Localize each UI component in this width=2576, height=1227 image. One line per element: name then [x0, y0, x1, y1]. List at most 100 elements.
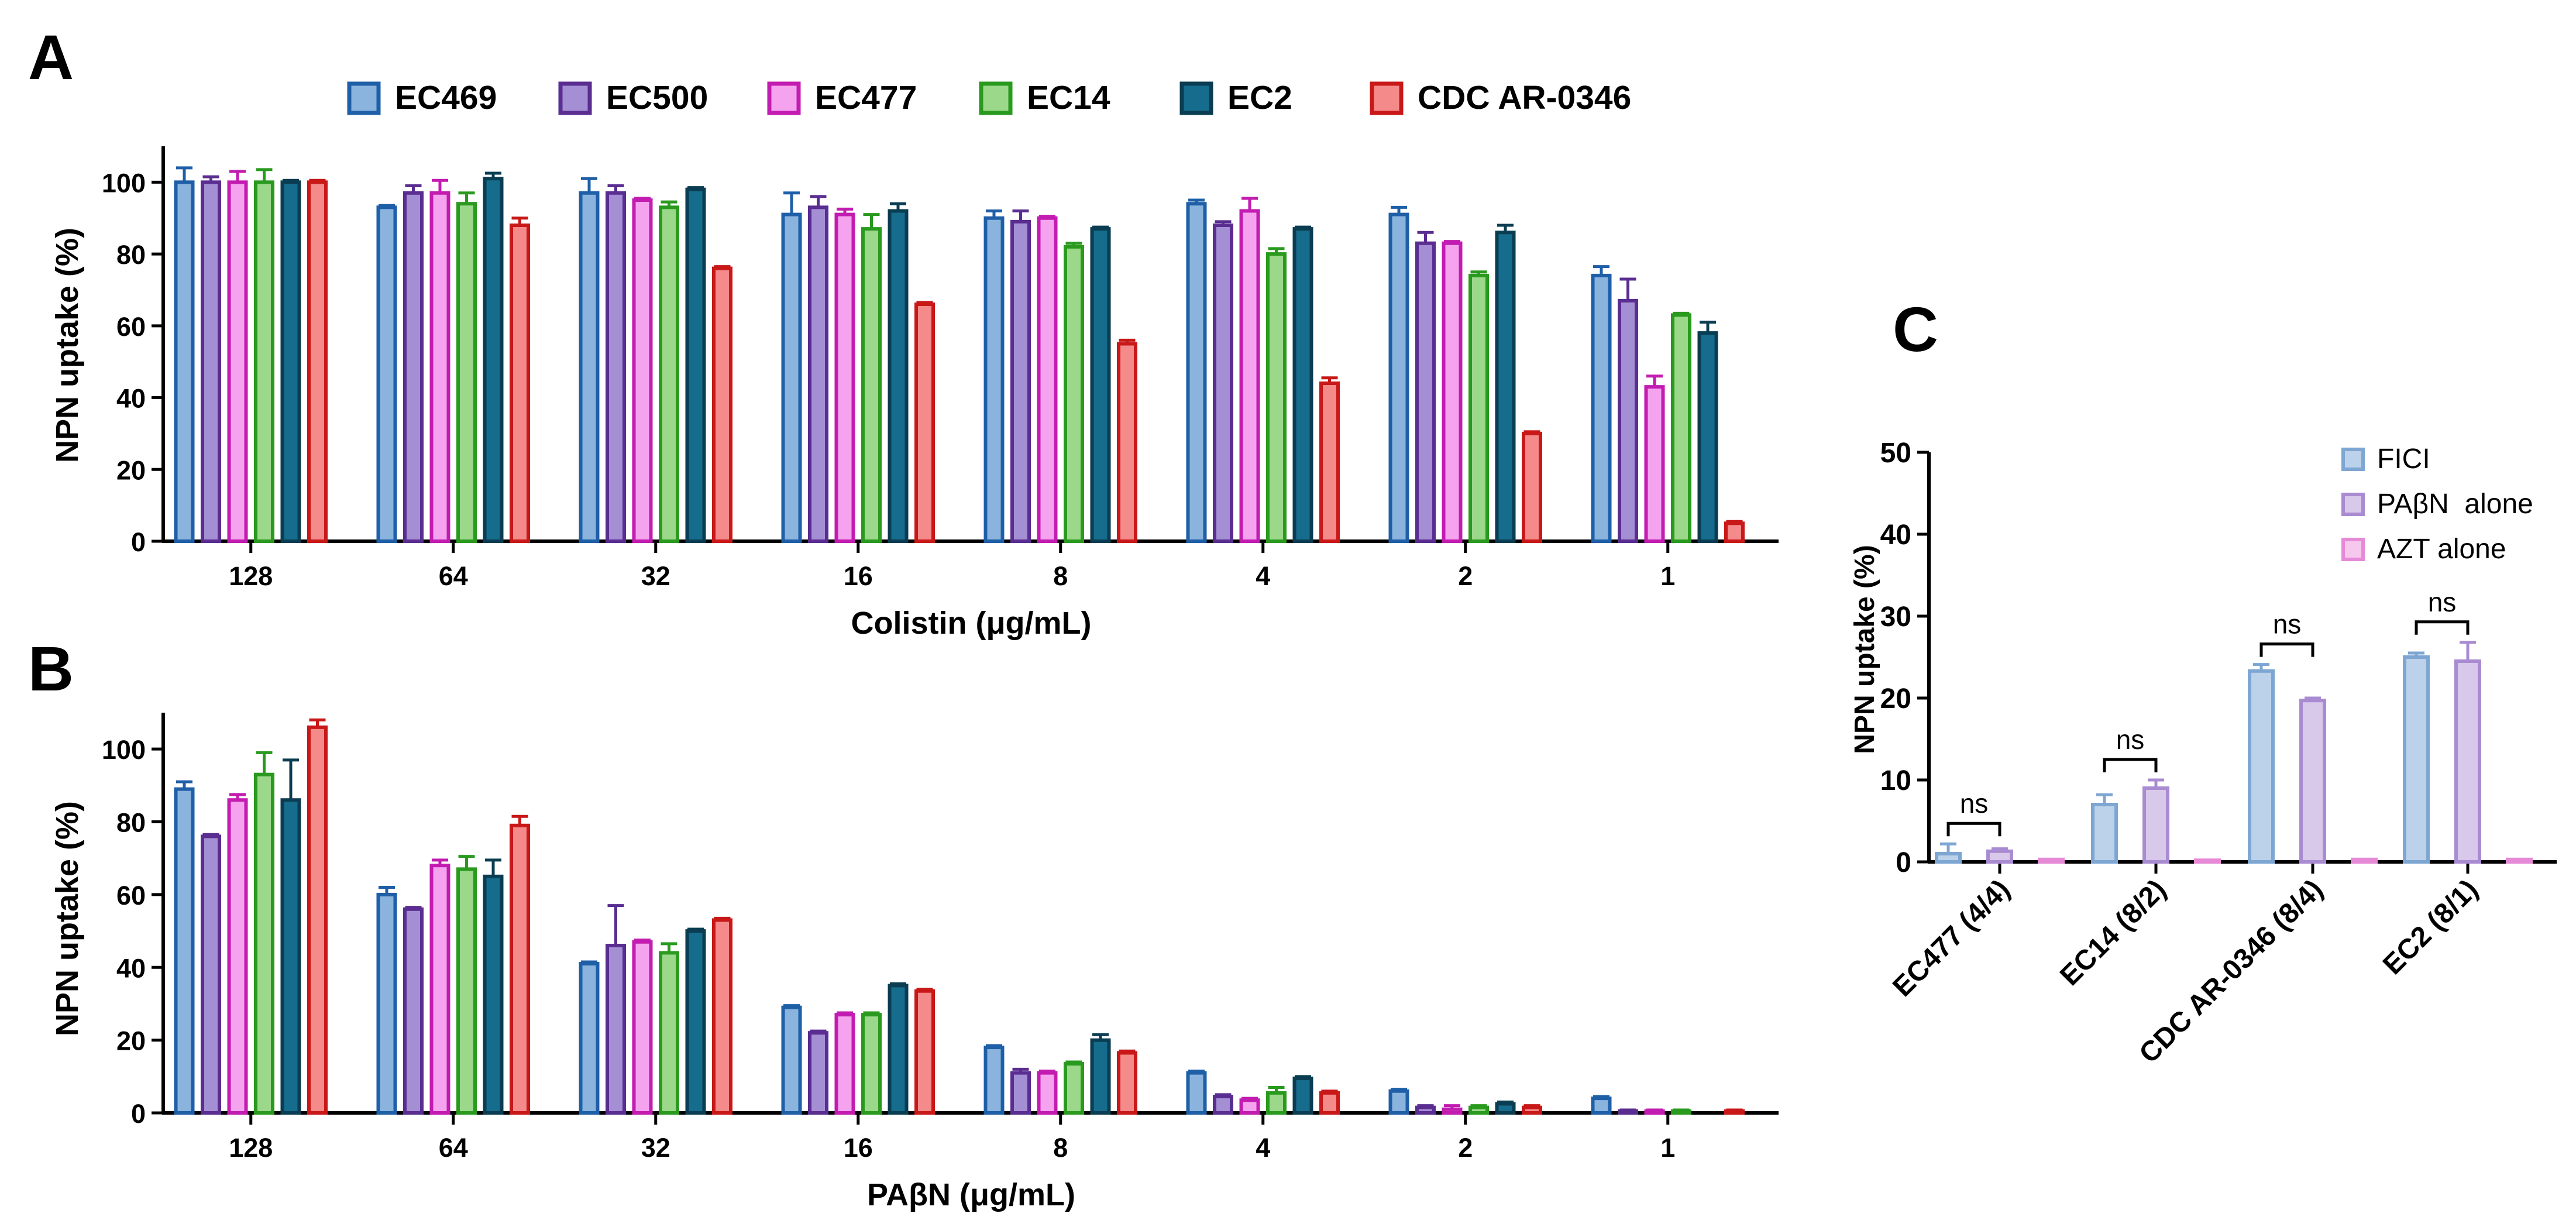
panel-a-bar-ec469-4: [1186, 202, 1207, 543]
panel-a-bar-cdc-ar-0346-2: [1522, 431, 1542, 544]
panel-a-errorbar-ec500-2: [1417, 231, 1434, 243]
panel-b-errorbar-ec469-4: [1188, 1069, 1205, 1073]
panel-c-bracket-cdc-ar-0346-8-4: [2259, 642, 2314, 657]
panel-a-errorbar-ec500-16: [810, 195, 827, 208]
legend-label-cdc-ar-0346: CDC AR-0346: [1418, 79, 1631, 116]
panel-b-bar-ec14-32: [659, 951, 679, 1115]
panel-b-errorbar-ec500-128: [202, 833, 219, 837]
panel-a-errorbar-cdc-ar-0346-1: [1726, 520, 1743, 524]
panel-c-bar-azt-alone-cdc-ar-0346-8-4: [2351, 857, 2378, 864]
panel-c-bar-pa-n-alone-ec2-8-1: [2454, 659, 2481, 864]
panel-a-errorbar-cdc-ar-0346-32: [714, 265, 731, 269]
panel-a-ylabel: NPN uptake (%): [50, 228, 85, 463]
panel-a-errorbar-ec14-8: [1065, 242, 1082, 247]
panel-a-bar-cdc-ar-0346-32: [712, 266, 732, 543]
panel-a-bar-ec2-2: [1495, 231, 1516, 544]
panel-a-bar-ec14-4: [1266, 252, 1287, 543]
panel-c-errorbar-fici-ec2-8-1: [2408, 651, 2424, 657]
panel-a-xtick-label-4: 4: [1256, 561, 1270, 591]
panel-a-bar-ec2-32: [685, 187, 706, 543]
legend-swatch-ec2: [1179, 81, 1213, 115]
panel-a-bar-cdc-ar-0346-1: [1724, 521, 1745, 543]
panel-a-errorbar-ec500-32: [607, 184, 624, 193]
panel-a-errorbar-ec2-8: [1092, 225, 1109, 229]
panel-b-ytick-label-20: 20: [116, 1026, 146, 1056]
panel-a-bar-ec469-2: [1388, 212, 1409, 544]
panel-b-chart: PAβN (μg/mL) NPN uptake (%) 0 20 40 60 80 100…: [50, 713, 1779, 1212]
panel-b-errorbar-ec469-16: [783, 1004, 800, 1008]
panel-a-errorbar-ec469-32: [581, 177, 597, 193]
panel-a-errorbar-ec14-1: [1673, 311, 1690, 315]
panel-a-errorbar-cdc-ar-0346-4: [1321, 376, 1338, 383]
panel-a-bar-ec14-128: [254, 180, 274, 543]
panel-c-ytick-label-40: 40: [1880, 520, 1911, 551]
panel-b-bar-ec477-32: [632, 940, 653, 1115]
panel-b-bar-ec477-2: [1442, 1107, 1463, 1115]
panel-a-errorbar-ec469-16: [783, 191, 800, 215]
panel-c-xtick-label-ec14-8-2: EC14 (8/2): [2054, 874, 2172, 992]
panel-a-xtick-label-64: 64: [439, 561, 468, 591]
legend-swatch-ec469: [347, 81, 381, 115]
panel-c-bar-fici-ec477-4-4: [1935, 852, 1962, 864]
panel-c-bar-azt-alone-ec2-8-1: [2506, 857, 2533, 864]
panel-a-errorbar-ec500-1: [1619, 277, 1636, 301]
panel-a-errorbar-ec500-4: [1215, 220, 1232, 225]
panel-b-bar-ec477-8: [1037, 1071, 1058, 1115]
panel-a-errorbar-ec500-128: [202, 175, 219, 183]
panel-c-errorbar-fici-ec477-4-4: [1940, 842, 1956, 854]
panel-a-bar-cdc-ar-0346-8: [1117, 342, 1137, 543]
panel-a-bar-ec2-4: [1292, 227, 1313, 543]
panel-b-errorbar-ec2-4: [1295, 1075, 1311, 1078]
panel-b-errorbar-ec2-2: [1497, 1100, 1514, 1104]
panel-b-errorbar-cdc-ar-0346-2: [1523, 1104, 1540, 1108]
panel-b-bar-cdc-ar-0346-128: [307, 725, 328, 1115]
panel-a-xtick-label-2: 2: [1458, 561, 1473, 591]
panel-c-ytick-label-30: 30: [1880, 602, 1911, 633]
panel-a-errorbar-ec2-1: [1700, 321, 1716, 334]
panel-b-errorbar-ec477-8: [1039, 1069, 1055, 1073]
panel-b-errorbar-ec500-8: [1012, 1067, 1029, 1073]
panel-a-errorbar-ec500-64: [405, 184, 422, 193]
panel-b-bar-cdc-ar-0346-8: [1117, 1051, 1137, 1115]
panel-a-errorbar-ec477-16: [837, 207, 853, 215]
panel-a-errorbar-ec469-4: [1188, 198, 1205, 204]
panel-c-xtick-label-ec2-8-1: EC2 (8/1): [2377, 874, 2484, 981]
panel-a-bar-ec500-64: [403, 191, 424, 544]
panel-a-errorbar-cdc-ar-0346-16: [916, 301, 933, 304]
legend-ab: EC469 EC500 EC477 EC14 EC2 CDC AR-0346: [347, 79, 1631, 116]
panel-b-bar-ec14-16: [861, 1013, 882, 1115]
panel-b-errorbar-ec14-8: [1065, 1060, 1082, 1064]
panel-b-bar-ec469-1: [1591, 1097, 1612, 1115]
panel-b-bar-ec469-64: [376, 892, 397, 1115]
panel-b-errorbar-ec500-1: [1619, 1108, 1636, 1112]
panel-a-errorbar-cdc-ar-0346-64: [511, 216, 528, 225]
panel-c-bar-fici-cdc-ar-0346-8-4: [2248, 669, 2275, 864]
panel-b-errorbar-ec14-16: [863, 1011, 880, 1015]
panel-b-ytick-label-80: 80: [116, 808, 146, 838]
panel-b-errorbar-ec477-128: [229, 793, 246, 800]
panel-a-errorbar-ec14-16: [863, 213, 880, 229]
panel-b-bar-ec500-4: [1213, 1095, 1233, 1115]
panel-b-bar-ec469-8: [983, 1046, 1005, 1115]
panel-a-bar-ec469-128: [174, 180, 195, 543]
panel-b-errorbar-ec2-16: [890, 982, 906, 986]
panel-b-errorbar-ec500-16: [810, 1029, 827, 1033]
panel-b-bar-cdc-ar-0346-16: [914, 989, 935, 1115]
panel-a-ytick-label-100: 100: [102, 168, 146, 198]
panel-c-errorbar-pa-n-alone-ec477-4-4: [1992, 847, 2008, 851]
panel-b-bar-ec2-2: [1495, 1102, 1516, 1115]
panel-b-ytick-label-100: 100: [102, 735, 146, 765]
panel-b-errorbar-cdc-ar-0346-4: [1321, 1089, 1338, 1093]
panel-label-a: A: [28, 22, 74, 92]
panel-b-errorbar-ec2-128: [283, 758, 299, 800]
panel-a-ytick-label-0: 0: [131, 527, 146, 557]
panel-a-bar-ec477-2: [1442, 241, 1463, 543]
panel-a-bar-cdc-ar-0346-64: [510, 224, 530, 543]
panel-a-bar-ec14-8: [1064, 245, 1084, 543]
panel-a-bar-ec500-1: [1618, 298, 1638, 543]
panel-a-errorbar-ec2-4: [1295, 225, 1311, 229]
panel-b-ytick-label-40: 40: [116, 953, 146, 983]
panel-a-bar-ec477-16: [834, 212, 855, 544]
panel-c-annotation-ec2-8-1: ns: [2428, 587, 2457, 617]
panel-b-errorbar-ec477-1: [1646, 1108, 1663, 1112]
